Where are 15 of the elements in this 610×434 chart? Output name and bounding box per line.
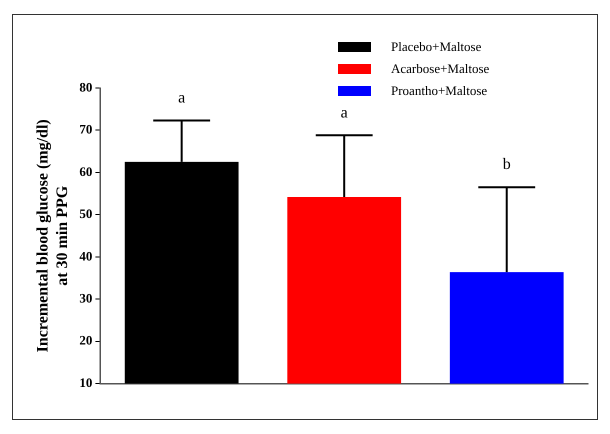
legend-label: Placebo+Maltose	[391, 39, 482, 55]
legend-label: Proantho+Maltose	[391, 83, 488, 99]
y-tick-label: 60	[79, 164, 92, 179]
y-tick-label: 20	[79, 332, 92, 348]
y-tick-label: 40	[79, 248, 92, 264]
legend-label: Acarbose+Maltose	[391, 61, 490, 77]
y-tick-label: 70	[79, 122, 92, 137]
y-tick-label: 50	[79, 206, 92, 222]
y-tick-label: 10	[79, 374, 92, 390]
y-tick-label: 30	[79, 290, 92, 306]
annotation: b	[502, 156, 511, 174]
annotation: a	[178, 90, 186, 107]
annotation: a	[340, 104, 348, 122]
y-axis-title: Incremental blood glucose (mg/dl) at 30 min PPG	[34, 119, 71, 352]
y-tick-label: 80	[79, 79, 92, 94]
